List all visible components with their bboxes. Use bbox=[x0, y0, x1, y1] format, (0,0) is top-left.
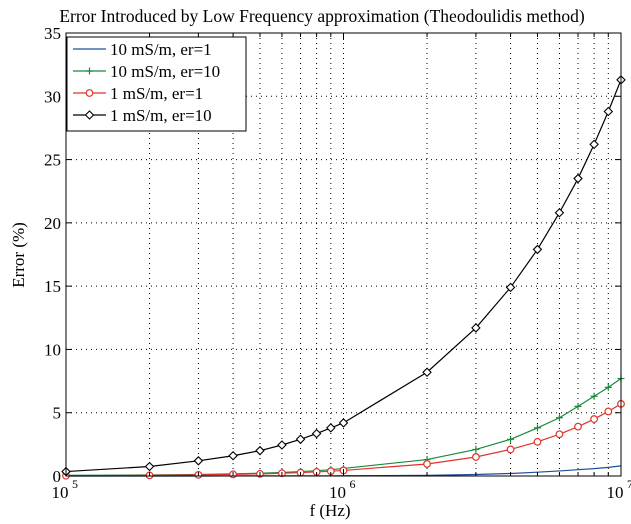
legend-marker bbox=[86, 67, 93, 75]
data-point bbox=[472, 453, 480, 461]
data-point bbox=[532, 244, 543, 255]
data-point bbox=[555, 414, 563, 422]
data-point bbox=[574, 402, 582, 410]
data-point bbox=[326, 423, 336, 433]
data-point bbox=[506, 445, 515, 454]
data-point bbox=[574, 422, 582, 431]
legend: 10 mS/m, er=1 10 mS/m, er=10 1 mS/m, er=1 1… bbox=[66, 36, 247, 132]
data-point bbox=[590, 392, 598, 400]
data-point bbox=[589, 139, 599, 150]
x-tick-label-exponent: 7 bbox=[627, 477, 631, 491]
x-tick-label: 10 bbox=[329, 483, 346, 502]
data-point bbox=[603, 106, 614, 117]
data-point bbox=[505, 282, 516, 293]
data-point bbox=[422, 367, 432, 377]
data-point bbox=[144, 461, 155, 472]
legend-label: 10 mS/m, er=10 bbox=[110, 62, 220, 81]
y-tick-label: 25 bbox=[44, 151, 61, 170]
legend-label: 1 mS/m, er=10 bbox=[110, 106, 212, 125]
data-point bbox=[533, 424, 541, 432]
legend-label: 1 mS/m, er=1 bbox=[110, 84, 203, 103]
y-tick-label: 0 bbox=[53, 467, 62, 486]
data-point bbox=[554, 207, 565, 218]
data-point bbox=[507, 435, 515, 443]
y-tick-label: 15 bbox=[44, 277, 61, 296]
data-point bbox=[472, 445, 480, 453]
y-tick-label: 30 bbox=[44, 87, 61, 106]
data-point bbox=[255, 445, 265, 456]
data-point bbox=[555, 430, 564, 439]
y-axis-label: Error (%) bbox=[9, 222, 28, 288]
legend-item: 1 mS/m, er=10 bbox=[73, 106, 212, 125]
data-point bbox=[311, 428, 322, 439]
y-tick-label: 35 bbox=[44, 24, 61, 43]
legend-item: 1 mS/m, er=1 bbox=[73, 84, 203, 103]
data-point bbox=[277, 440, 287, 450]
x-tick-label-exponent: 5 bbox=[72, 477, 78, 491]
data-point bbox=[471, 323, 481, 333]
legend-marker bbox=[84, 110, 95, 120]
legend-label: 10 mS/m, er=1 bbox=[110, 40, 212, 59]
series-4 bbox=[61, 75, 626, 477]
x-axis-label: f (Hz) bbox=[309, 501, 350, 520]
data-point bbox=[193, 456, 204, 466]
x-tick-label: 10 bbox=[607, 483, 624, 502]
legend-marker bbox=[85, 89, 94, 97]
x-tick-label-exponent: 6 bbox=[350, 477, 356, 491]
data-point bbox=[338, 418, 349, 428]
legend-item: 10 mS/m, er=1 bbox=[73, 40, 212, 59]
data-point bbox=[573, 173, 583, 184]
data-point bbox=[590, 415, 599, 423]
data-point bbox=[295, 434, 306, 445]
plot-series bbox=[61, 75, 626, 480]
data-point bbox=[228, 450, 238, 461]
y-tick-label: 5 bbox=[53, 404, 62, 423]
legend-item: 10 mS/m, er=10 bbox=[73, 62, 220, 81]
y-tick-label: 10 bbox=[44, 340, 61, 359]
chart-title: Error Introduced by Low Frequency approx… bbox=[59, 6, 585, 26]
data-point bbox=[604, 383, 612, 391]
data-point bbox=[604, 407, 613, 416]
y-tick-label: 20 bbox=[44, 214, 61, 233]
data-point bbox=[423, 460, 431, 468]
data-point bbox=[533, 437, 542, 446]
x-tick-label: 10 bbox=[52, 483, 69, 502]
